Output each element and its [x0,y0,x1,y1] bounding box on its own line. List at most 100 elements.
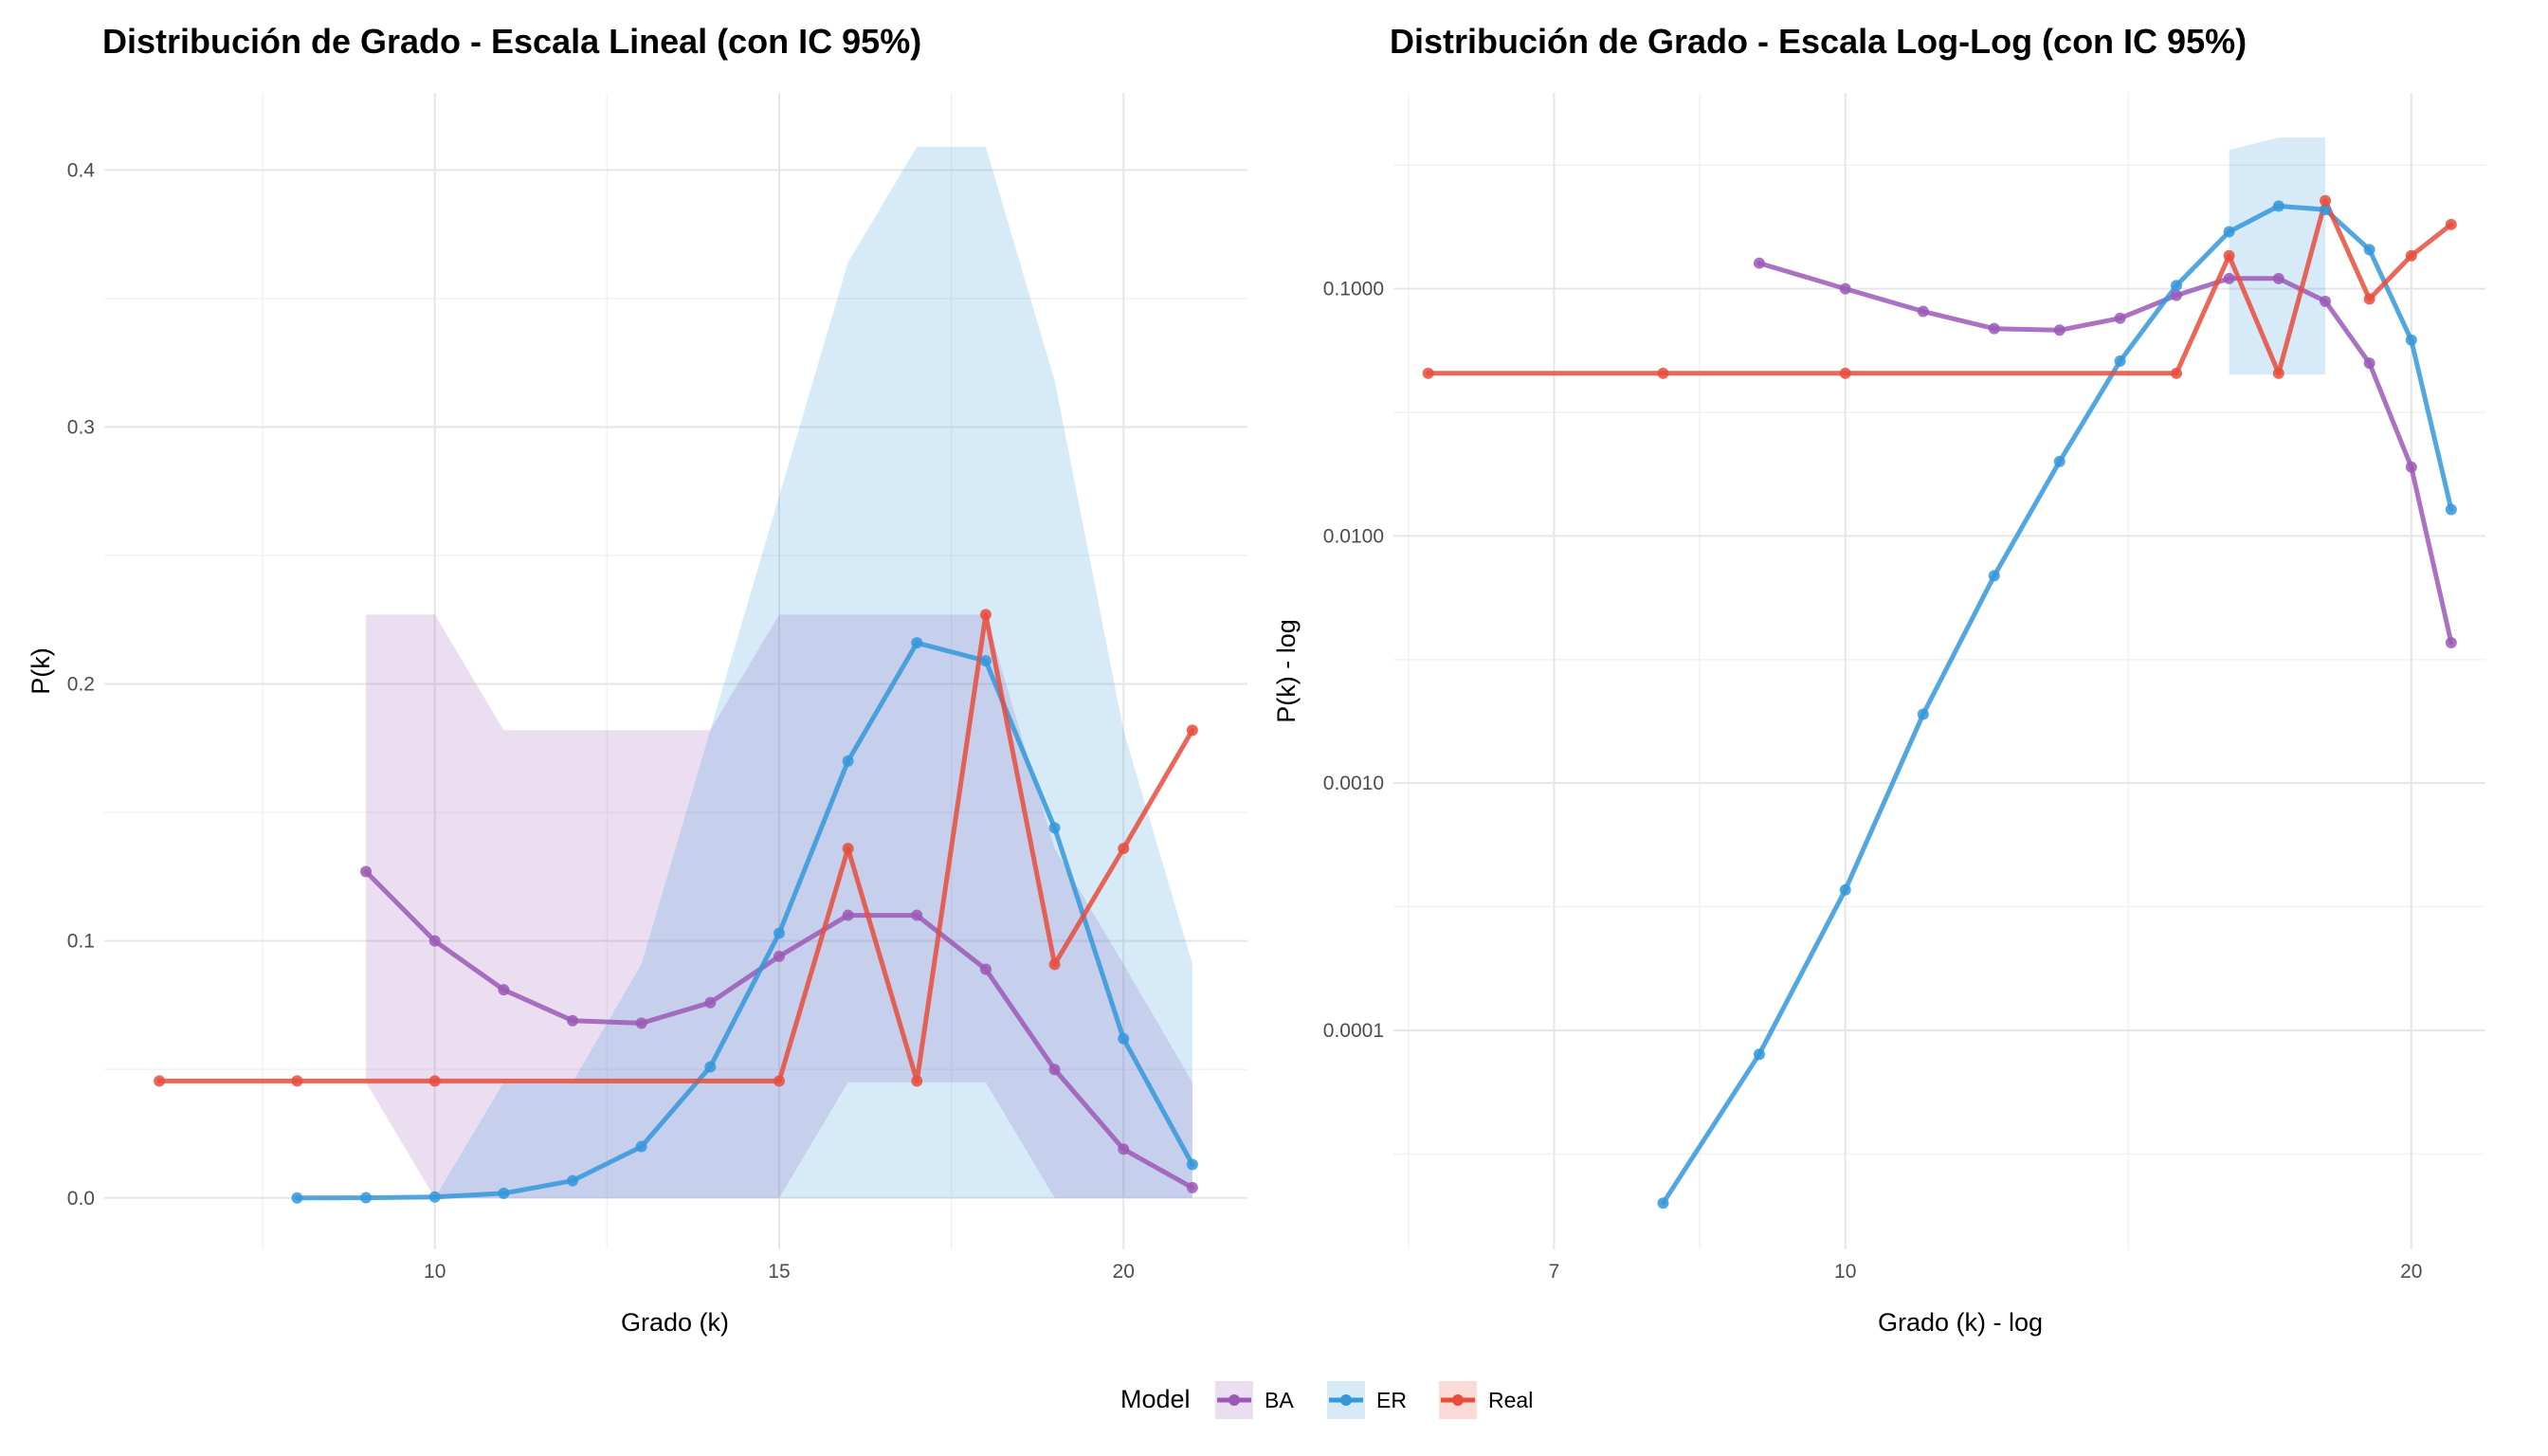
data-point-er [1048,822,1061,834]
y-tick-label: 0.0001 [1323,1020,1384,1042]
data-point-er [1657,1197,1669,1210]
legend-item-ba: BA [1215,1381,1294,1419]
data-point-ba [2170,289,2182,301]
data-point-ba [1839,282,1851,295]
chart-title-linear: Distribución de Grado - Escala Lineal (c… [102,22,921,61]
data-point-ba [773,950,785,962]
data-point-ba [1048,1064,1061,1076]
chart-title-loglog: Distribución de Grado - Escala Log-Log (… [1390,22,2247,61]
data-point-er [842,755,854,767]
data-point-real [1422,367,1434,379]
data-point-real [2363,293,2375,305]
data-point-er [291,1192,303,1204]
data-point-er [360,1192,373,1204]
data-point-ba [842,909,854,921]
x-tick-label: 10 [1834,1261,1856,1283]
data-point-er [2405,334,2417,346]
y-tick-label: 0.4 [67,159,96,181]
ci-band-ba [366,614,1192,1198]
data-point-er [2445,503,2457,516]
data-point-er [635,1140,647,1153]
legend-key-point [1228,1394,1240,1406]
data-point-er [704,1061,717,1073]
y-axis-title-loglog: P(k) - log [1272,619,1301,723]
x-tick-label: 15 [768,1261,790,1283]
data-point-real [2272,367,2284,379]
legend-items: BA ER Real [1215,1381,1533,1419]
series-line-ba [1756,261,2454,646]
data-point-real [1118,843,1130,855]
data-point-real [911,1075,923,1087]
data-point-er [2320,204,2332,216]
data-point-ba [2363,357,2375,370]
data-point-ba [360,865,373,878]
data-point-real [2320,194,2332,207]
data-point-er [1186,1158,1198,1171]
data-point-ba [2223,272,2235,284]
data-point-ba [911,909,923,921]
data-point-er [1988,570,2000,582]
data-point-real [2445,218,2457,230]
x-axis-title-linear: Grado (k) [621,1308,729,1337]
data-point-ba [428,935,441,947]
data-point-er [1917,708,1929,720]
panel-linear: Distribución de Grado - Escala Lineal (c… [27,22,1247,1337]
x-axis-title-loglog: Grado (k) - log [1878,1308,2043,1337]
x-tick-label: 20 [2400,1261,2422,1283]
data-point-ba [498,984,510,996]
data-point-real [2405,249,2417,262]
series-points-loglog [1422,194,2457,1210]
data-point-ba [1186,1181,1198,1193]
series-points-linear [154,609,1198,1204]
data-point-ba [1118,1143,1130,1156]
data-point-er [2114,355,2126,367]
data-point-real [1657,367,1669,379]
y-tick-label: 0.3 [67,416,95,438]
data-point-er [498,1187,510,1199]
series-line-er [1661,203,2454,1206]
tick-labels-loglog: 7 10 20 0.0001 0.0010 0.0100 0.1000 [1323,279,2423,1283]
legend-label-ba: BA [1265,1388,1294,1412]
data-point-real [154,1075,166,1087]
series-line-real [1426,198,2454,376]
legend-item-er: ER [1327,1381,1407,1419]
legend: Model BA ER Real [1120,1381,1533,1419]
x-tick-label: 20 [1113,1261,1135,1283]
data-point-er [979,655,992,667]
data-point-er [773,927,785,939]
y-tick-label: 0.0100 [1323,525,1384,547]
data-point-er [2170,280,2182,292]
data-point-ba [2053,324,2066,337]
data-point-real [979,609,992,621]
data-point-er [567,1174,579,1187]
data-point-real [1839,367,1851,379]
y-tick-label: 0.1000 [1323,279,1384,300]
data-point-real [2223,249,2235,262]
data-point-er [2053,455,2066,467]
data-point-er [1118,1032,1130,1045]
series-line-er [294,640,1195,1201]
y-tick-label: 0.2 [67,674,95,696]
legend-key-point [1452,1394,1464,1406]
data-point-real [1186,724,1198,737]
data-point-ba [2445,637,2457,649]
legend-key-point [1340,1394,1352,1406]
legend-label-er: ER [1376,1388,1407,1412]
data-point-real [2170,367,2182,379]
data-point-er [2363,244,2375,256]
data-point-ba [1753,257,1765,269]
grid-loglog [1393,93,2485,1249]
legend-title: Model [1120,1385,1191,1413]
panel-loglog: Distribución de Grado - Escala Log-Log (… [1272,22,2485,1337]
data-point-er [1753,1048,1765,1061]
y-tick-label: 0.0 [67,1188,95,1210]
data-point-real [428,1075,441,1087]
data-point-real [773,1075,785,1087]
data-point-er [2223,226,2235,238]
data-point-ba [2272,272,2284,284]
confidence-bands-linear [366,146,1192,1198]
legend-item-real: Real [1439,1381,1533,1419]
data-point-ba [979,963,992,975]
